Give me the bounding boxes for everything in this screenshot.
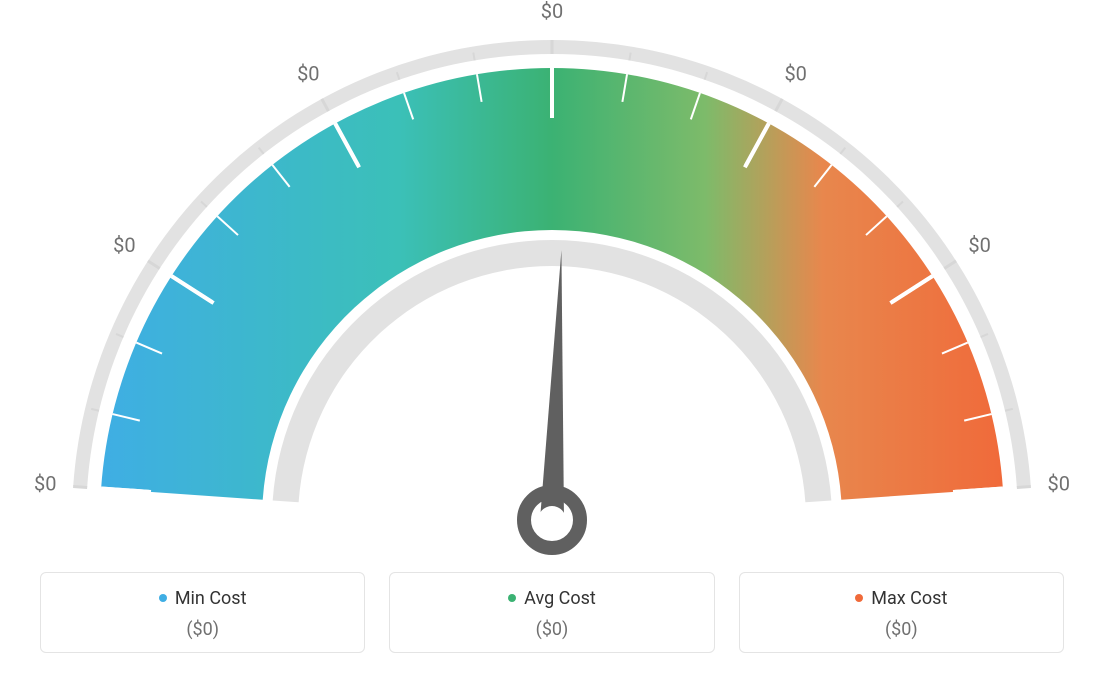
legend-card-avg: Avg Cost ($0) bbox=[389, 572, 714, 653]
gauge-svg: $0 $0 $0 $0 $0 $0 $0 bbox=[0, 0, 1104, 560]
svg-text:$0: $0 bbox=[784, 61, 806, 85]
legend-title-avg: Avg Cost bbox=[508, 588, 596, 609]
legend-dot-min bbox=[159, 594, 167, 602]
legend-label-avg: Avg Cost bbox=[524, 588, 596, 609]
legend-value-min: ($0) bbox=[51, 619, 354, 640]
legend-label-min: Min Cost bbox=[175, 588, 247, 609]
legend-row: Min Cost ($0) Avg Cost ($0) Max Cost ($0… bbox=[0, 560, 1104, 653]
svg-text:$0: $0 bbox=[968, 233, 990, 257]
svg-text:$0: $0 bbox=[34, 472, 56, 496]
legend-title-min: Min Cost bbox=[159, 588, 247, 609]
svg-text:$0: $0 bbox=[113, 233, 135, 257]
legend-dot-max bbox=[855, 594, 863, 602]
legend-label-max: Max Cost bbox=[871, 588, 947, 609]
legend-value-avg: ($0) bbox=[400, 619, 703, 640]
legend-dot-avg bbox=[508, 594, 516, 602]
gauge-chart: $0 $0 $0 $0 $0 $0 $0 bbox=[0, 0, 1104, 560]
svg-text:$0: $0 bbox=[1048, 472, 1070, 496]
legend-title-max: Max Cost bbox=[855, 588, 947, 609]
svg-text:$0: $0 bbox=[541, 0, 563, 23]
legend-value-max: ($0) bbox=[750, 619, 1053, 640]
legend-card-min: Min Cost ($0) bbox=[40, 572, 365, 653]
legend-card-max: Max Cost ($0) bbox=[739, 572, 1064, 653]
svg-text:$0: $0 bbox=[297, 61, 319, 85]
